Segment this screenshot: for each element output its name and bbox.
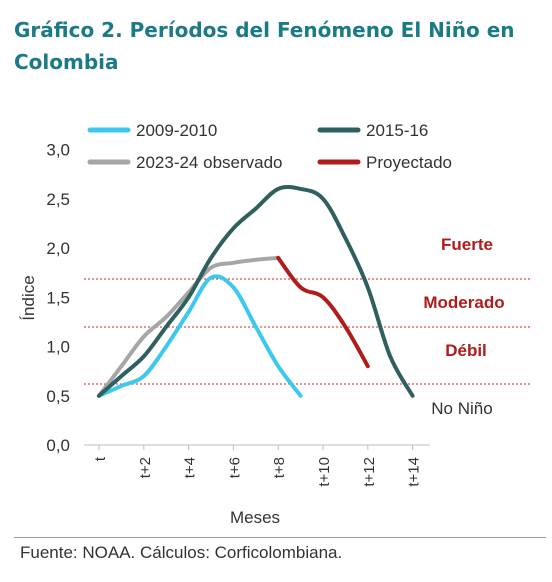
y-axis: 0,0 0,5 1,0 1,5 2,0 2,5 3,0 [46,141,70,456]
y-tick-label: 1,5 [46,288,70,307]
line-chart: 2009-2010 2015-16 2023-24 observado Proyect… [19,121,532,527]
threshold-lines: Fuerte Moderado Débil No Niño [84,235,532,418]
x-tick-label: t+10 [316,457,333,487]
threshold-label-4: No Niño [431,399,492,418]
series-line-1 [97,274,303,398]
series-line-4 [276,255,370,369]
y-axis-label: Índice [19,275,38,320]
y-tick-label: 0,5 [46,387,70,406]
series-line-2 [97,185,415,398]
x-tick-label: t [92,456,109,461]
series-line-3 [97,255,281,398]
threshold-label-3: Débil [445,341,487,360]
threshold-label-2: Moderado [423,293,504,312]
y-tick-label: 3,0 [46,141,70,160]
y-tick-label: 2,0 [46,239,70,258]
legend-label-3: 2023-24 observado [136,153,283,172]
x-axis-label: Meses [230,508,280,527]
x-axis: t t+2 t+4 t+6 t+8 t+10 t+12 t+14 [84,444,430,487]
series-lines [97,185,415,398]
source-divider [14,537,546,538]
x-tick-label: t+6 [226,457,243,478]
chart-title: Gráfico 2. Períodos del Fenómeno El Niño… [14,18,515,74]
legend: 2009-2010 2015-16 2023-24 observado Proyect… [87,121,452,172]
x-tick-label: t+2 [137,457,154,478]
axis-labels: Índice Meses [19,275,280,527]
legend-label-1: 2009-2010 [136,121,217,140]
legend-label-2: 2015-16 [366,121,428,140]
y-tick-label: 1,0 [46,338,70,357]
x-tick-label: t+12 [361,457,378,487]
y-tick-label: 2,5 [46,190,70,209]
legend-label-4: Proyectado [366,153,452,172]
threshold-label-1: Fuerte [441,235,493,254]
x-tick-label: t+8 [271,457,288,478]
source-note: Fuente: NOAA. Cálculos: Corficolombiana. [20,543,343,562]
x-tick-label: t+4 [182,457,199,478]
x-tick-label: t+14 [406,457,423,487]
y-tick-label: 0,0 [46,436,70,455]
